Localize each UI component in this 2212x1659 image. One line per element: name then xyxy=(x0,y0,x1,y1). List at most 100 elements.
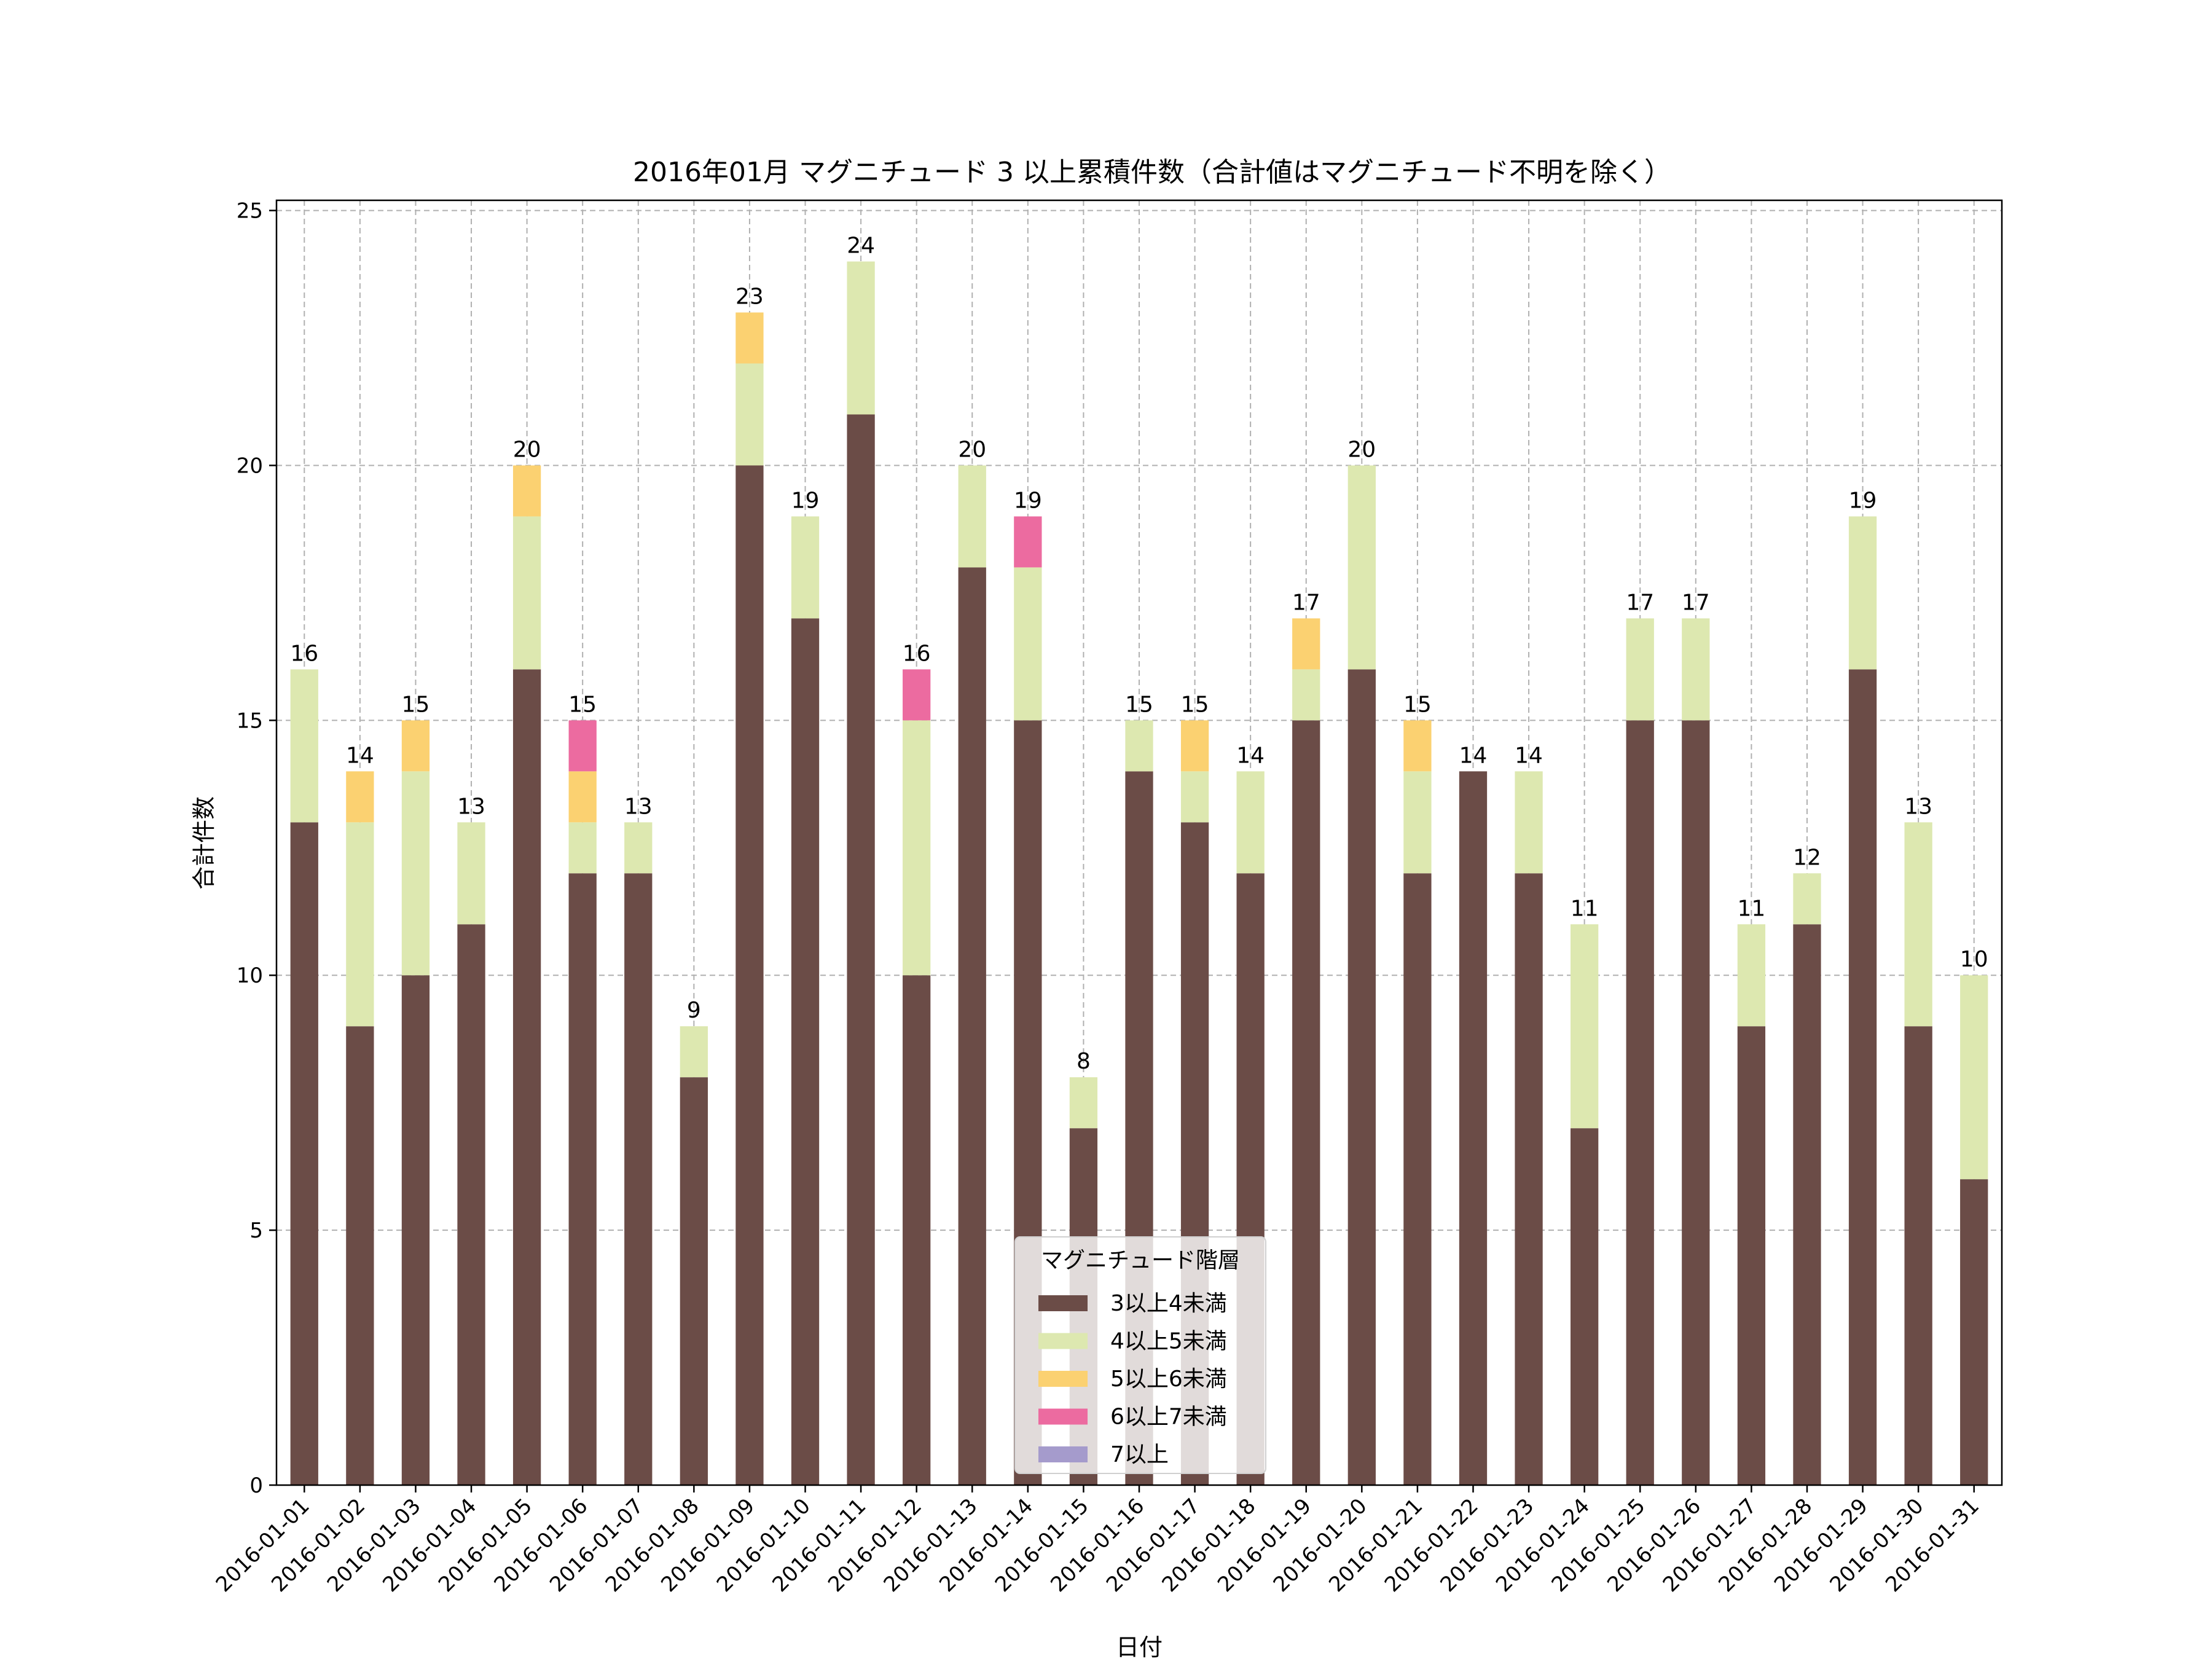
bar-total-label: 19 xyxy=(1014,488,1042,513)
bar-segment xyxy=(512,465,541,517)
bar-segment xyxy=(1904,822,1932,1027)
bar-segment xyxy=(401,771,430,976)
bar-segment xyxy=(1180,771,1209,823)
bar-segment xyxy=(1403,771,1432,874)
bar-total-label: 13 xyxy=(1904,794,1932,819)
bar-segment xyxy=(1236,771,1265,874)
legend-swatch xyxy=(1038,1371,1088,1387)
bar-segment xyxy=(847,261,875,415)
x-axis-label: 日付 xyxy=(1116,1634,1163,1659)
bar-segment xyxy=(735,363,764,466)
y-tick-label: 0 xyxy=(249,1473,263,1498)
bar-total-label: 9 xyxy=(687,998,701,1023)
legend-swatch xyxy=(1038,1333,1088,1349)
bar-total-label: 17 xyxy=(1292,590,1320,615)
bar-total-label: 20 xyxy=(513,437,541,462)
bar-segment xyxy=(903,720,931,976)
y-tick-label: 25 xyxy=(237,199,263,224)
bar-total-labels: 16 14 15 13 20 15 13 9 23 19 24 16 20 19 8 15 15 14 17 20 15… xyxy=(290,233,1988,1075)
bar-total-label: 15 xyxy=(402,692,430,717)
bar-segment xyxy=(1682,720,1710,1485)
bar-segment xyxy=(1403,720,1432,772)
bar-segment xyxy=(346,822,374,1027)
bar-segment xyxy=(401,975,430,1485)
bar-total-label: 15 xyxy=(1181,692,1209,717)
y-tick-label: 10 xyxy=(237,963,263,988)
bar-total-label: 13 xyxy=(457,794,485,819)
bar-total-label: 15 xyxy=(568,692,597,717)
bar-segment xyxy=(568,873,597,1485)
bar-segment xyxy=(735,312,764,364)
bar-total-label: 10 xyxy=(1960,947,1988,972)
legend: マグニチュード階層 3以上4未満 4以上5未満 5以上6未満 6以上7未満 7以上 xyxy=(1014,1236,1266,1474)
bar-segment xyxy=(568,771,597,823)
bar-segment xyxy=(1459,771,1488,1485)
bar-segment xyxy=(1960,975,1988,1180)
bar-segment xyxy=(1848,669,1877,1485)
bar-segment xyxy=(1292,669,1320,721)
bar-segment xyxy=(847,414,875,1485)
bar-segment xyxy=(1347,669,1376,1485)
legend-label: 7以上 xyxy=(1110,1442,1169,1467)
bar-segment xyxy=(1180,720,1209,772)
bar-segment xyxy=(346,771,374,823)
bar-segment xyxy=(624,822,653,874)
bar-total-label: 8 xyxy=(1077,1049,1091,1074)
legend-swatch xyxy=(1038,1446,1088,1462)
y-axis: 0 5 10 15 20 25 xyxy=(237,199,276,1498)
bar-segment xyxy=(1515,771,1543,874)
bar-segment xyxy=(1904,1026,1932,1485)
bar-segment xyxy=(1403,873,1432,1485)
bar-total-label: 24 xyxy=(847,233,875,259)
bar-segment xyxy=(624,873,653,1485)
bar-segment xyxy=(290,822,318,1485)
y-axis-label: 合計件数 xyxy=(190,796,218,890)
bar-segment xyxy=(346,1026,374,1485)
bar-segment xyxy=(512,516,541,670)
bar-segment xyxy=(1014,567,1042,721)
bar-total-label: 16 xyxy=(903,641,931,666)
bar-segment xyxy=(1014,516,1042,568)
bar-segment xyxy=(680,1026,708,1078)
bar-segment xyxy=(903,975,931,1485)
bar-total-label: 14 xyxy=(1236,743,1265,768)
bar-segment xyxy=(1737,924,1766,1027)
bars-layer xyxy=(290,261,1988,1485)
bar-total-label: 13 xyxy=(624,794,653,819)
bar-segment xyxy=(1960,1179,1988,1485)
bar-segment xyxy=(1347,465,1376,670)
bar-total-label: 20 xyxy=(958,437,986,462)
legend-label: 5以上6未満 xyxy=(1110,1367,1227,1392)
legend-label: 4以上5未満 xyxy=(1110,1329,1227,1354)
bar-segment xyxy=(512,669,541,1485)
bar-segment xyxy=(791,516,820,619)
bar-segment xyxy=(457,924,485,1485)
bar-segment xyxy=(568,720,597,772)
bar-total-label: 14 xyxy=(346,743,374,768)
bar-total-label: 12 xyxy=(1793,845,1821,870)
bar-segment xyxy=(1793,924,1821,1485)
bar-segment xyxy=(1125,720,1153,772)
legend-swatch xyxy=(1038,1408,1088,1425)
bar-segment xyxy=(1848,516,1877,670)
bar-segment xyxy=(958,465,986,568)
bar-total-label: 17 xyxy=(1626,590,1654,615)
legend-label: 3以上4未満 xyxy=(1110,1291,1227,1316)
bar-segment xyxy=(1515,873,1543,1485)
bar-total-label: 16 xyxy=(290,641,318,666)
bar-total-label: 14 xyxy=(1459,743,1488,768)
bar-segment xyxy=(791,618,820,1485)
bar-total-label: 11 xyxy=(1571,896,1599,921)
bar-segment xyxy=(1682,618,1710,721)
bar-segment xyxy=(903,669,931,721)
bar-segment xyxy=(1571,924,1599,1129)
bar-total-label: 23 xyxy=(735,284,764,310)
bar-total-label: 15 xyxy=(1125,692,1153,717)
bar-segment xyxy=(457,822,485,925)
y-tick-label: 20 xyxy=(237,453,263,478)
chart-title: 2016年01月 マグニチュード 3 以上累積件数（合計値はマグニチュード不明を… xyxy=(633,157,1671,188)
bar-segment xyxy=(1626,618,1654,721)
bar-total-label: 19 xyxy=(1849,488,1877,513)
legend-swatch xyxy=(1038,1295,1088,1311)
